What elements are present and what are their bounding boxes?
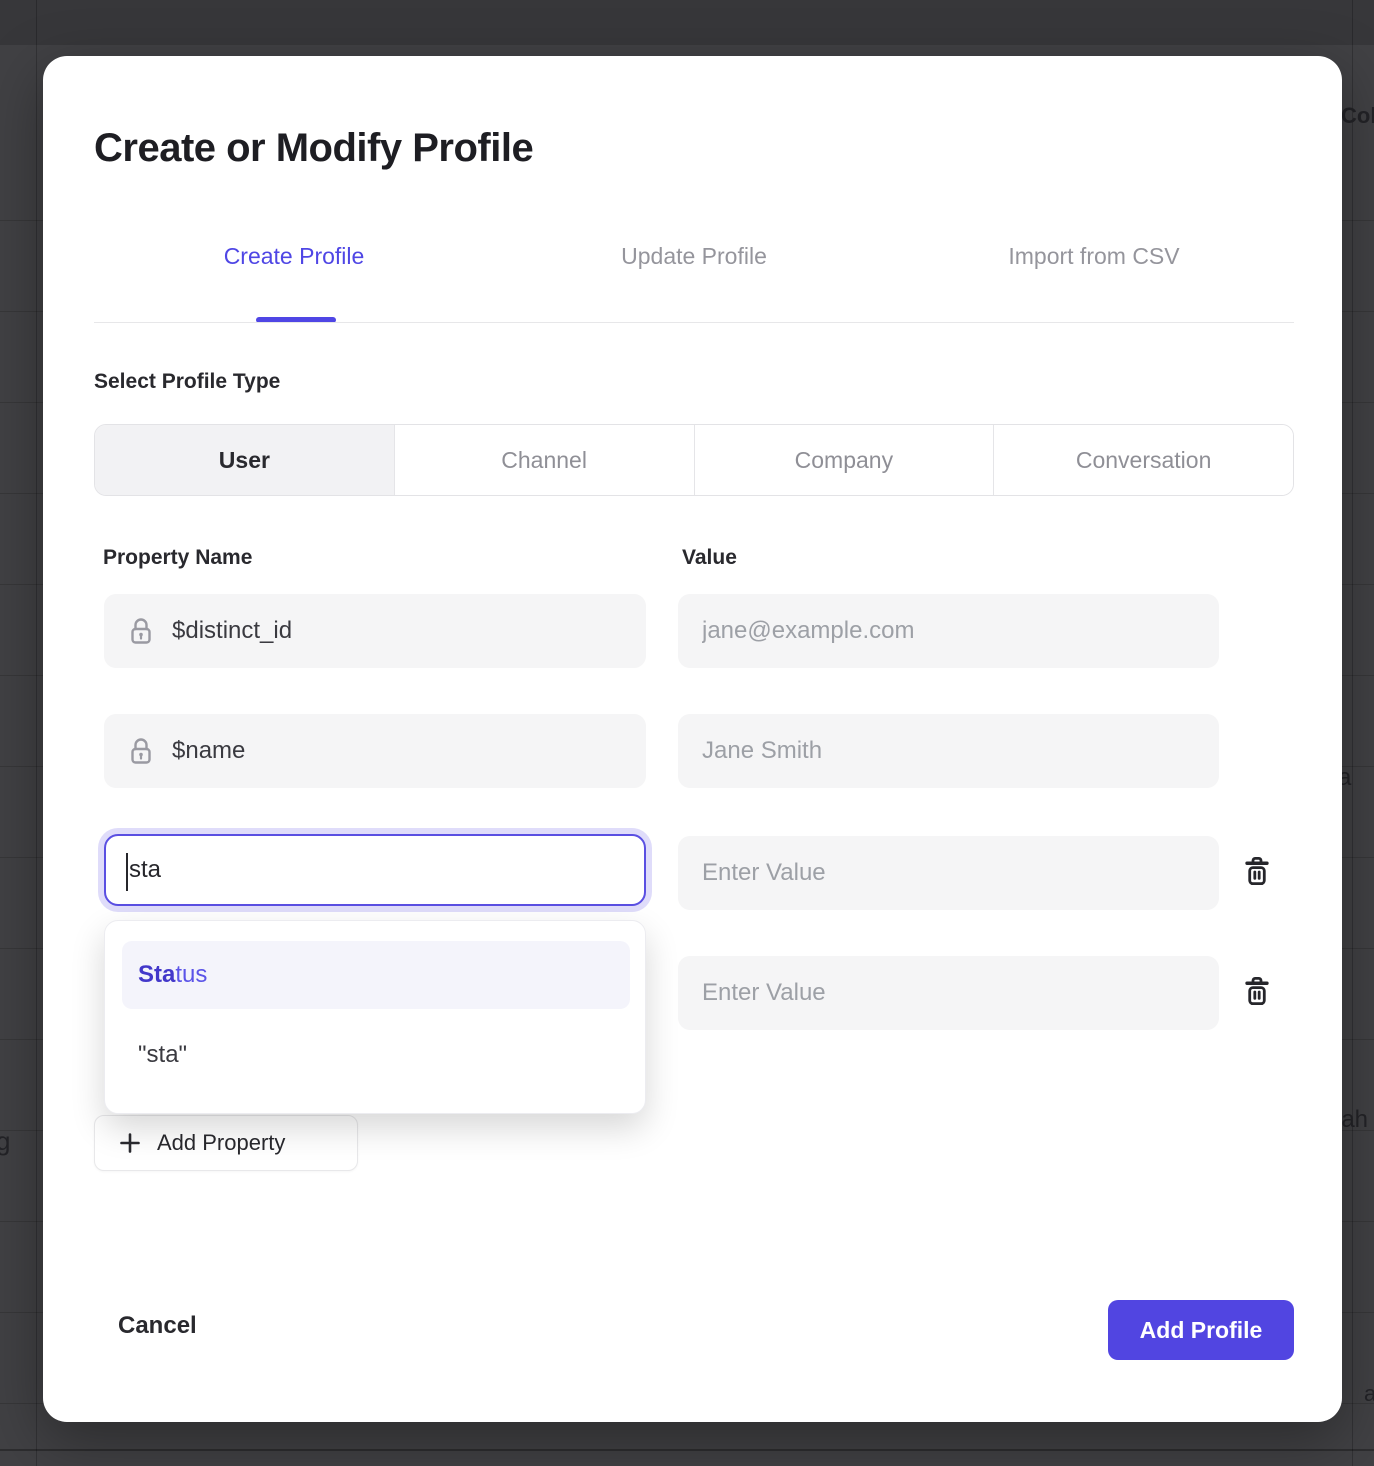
trash-icon [1240,975,1274,1009]
value-input-distinct-id[interactable] [678,594,1219,668]
value-input-row4[interactable] [678,956,1219,1030]
value-field-wrap [678,714,1219,788]
tab-import-from-csv[interactable]: Import from CSV [1008,243,1180,269]
background-bottom-divider [0,1449,1374,1451]
active-tab-indicator [256,317,336,323]
tabs-divider [94,322,1294,323]
dialog-title: Create or Modify Profile [94,126,534,170]
profile-type-label: Select Profile Type [94,370,281,393]
profile-type-conversation[interactable]: Conversation [994,425,1293,495]
add-profile-button[interactable]: Add Profile [1108,1300,1294,1360]
delete-row-button[interactable] [1240,855,1274,889]
background-top-bar [0,0,1374,45]
lock-icon [126,615,156,647]
profile-type-segmented-control: User Channel Company Conversation [94,424,1294,496]
background-column-divider-left [36,0,37,1466]
background-clipped-text-columns: Col [1341,103,1374,128]
background-clipped-text-g: g [0,1126,11,1156]
autocomplete-match-text: Sta [138,961,176,988]
add-property-label: Add Property [157,1130,286,1155]
property-name-column-header: Property Name [103,546,253,569]
profile-type-user[interactable]: User [95,425,395,495]
value-input-row3[interactable] [678,836,1219,910]
profile-type-company[interactable]: Company [694,425,995,495]
background-column-divider-right [1352,0,1353,1466]
add-property-button[interactable]: Add Property [94,1115,358,1171]
background-clipped-text-a: a [1364,1381,1374,1406]
trash-icon [1240,855,1274,889]
plus-icon [117,1130,143,1156]
profile-type-channel[interactable]: Channel [394,425,695,495]
create-or-modify-profile-dialog: Create or Modify Profile Create Profile … [43,56,1342,1422]
autocomplete-rest-text: tus [175,961,208,988]
property-name-text: $name [172,737,246,764]
tab-update-profile[interactable]: Update Profile [621,243,767,269]
delete-row-button[interactable] [1240,975,1274,1009]
value-field-wrap [678,594,1219,668]
property-name-input-focused[interactable] [106,836,644,904]
dialog-tabs: Create Profile Update Profile Import fro… [94,243,1294,287]
value-field-wrap [678,956,1219,1030]
text-caret [126,853,128,891]
autocomplete-option-raw[interactable]: "sta" [138,1041,188,1068]
tab-create-profile[interactable]: Create Profile [223,243,365,269]
property-name-field-distinct-id: $distinct_id [104,594,646,668]
value-column-header: Value [682,546,737,569]
value-field-wrap [678,836,1219,910]
cancel-button[interactable]: Cancel [118,1312,197,1339]
autocomplete-option-status[interactable]: Sta tus [122,941,630,1009]
value-input-name[interactable] [678,714,1219,788]
lock-icon [126,735,156,767]
property-name-field-name: $name [104,714,646,788]
property-name-text: $distinct_id [172,617,293,644]
property-autocomplete-dropdown: Sta tus "sta" [104,920,646,1114]
property-name-input-focused-wrap [104,834,646,906]
